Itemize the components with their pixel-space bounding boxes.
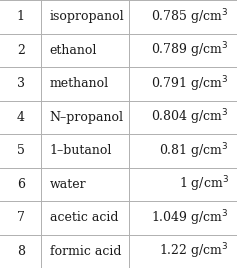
Text: acetic acid: acetic acid [50,211,118,224]
Text: water: water [50,178,87,191]
Text: 0.789 g/cm$^{3}$: 0.789 g/cm$^{3}$ [151,40,229,60]
Text: 1–butanol: 1–butanol [50,144,112,157]
Text: N–propanol: N–propanol [50,111,124,124]
Text: 6: 6 [17,178,25,191]
Text: 0.804 g/cm$^{3}$: 0.804 g/cm$^{3}$ [151,107,229,127]
Text: 2: 2 [17,44,25,57]
Text: formic acid: formic acid [50,245,121,258]
Text: 0.785 g/cm$^{3}$: 0.785 g/cm$^{3}$ [151,7,229,27]
Text: 3: 3 [17,77,25,90]
Text: 0.791 g/cm$^{3}$: 0.791 g/cm$^{3}$ [151,74,229,94]
Text: methanol: methanol [50,77,109,90]
Text: 1.049 g/cm$^{3}$: 1.049 g/cm$^{3}$ [151,208,229,228]
Text: ethanol: ethanol [50,44,97,57]
Text: 4: 4 [17,111,25,124]
Text: 5: 5 [17,144,25,157]
Text: 8: 8 [17,245,25,258]
Text: isopropanol: isopropanol [50,10,124,23]
Text: 1 g/cm$^{3}$: 1 g/cm$^{3}$ [179,174,229,194]
Text: 0.81 g/cm$^{3}$: 0.81 g/cm$^{3}$ [159,141,229,161]
Text: 7: 7 [17,211,25,224]
Text: 1.22 g/cm$^{3}$: 1.22 g/cm$^{3}$ [159,241,229,261]
Text: 1: 1 [17,10,25,23]
